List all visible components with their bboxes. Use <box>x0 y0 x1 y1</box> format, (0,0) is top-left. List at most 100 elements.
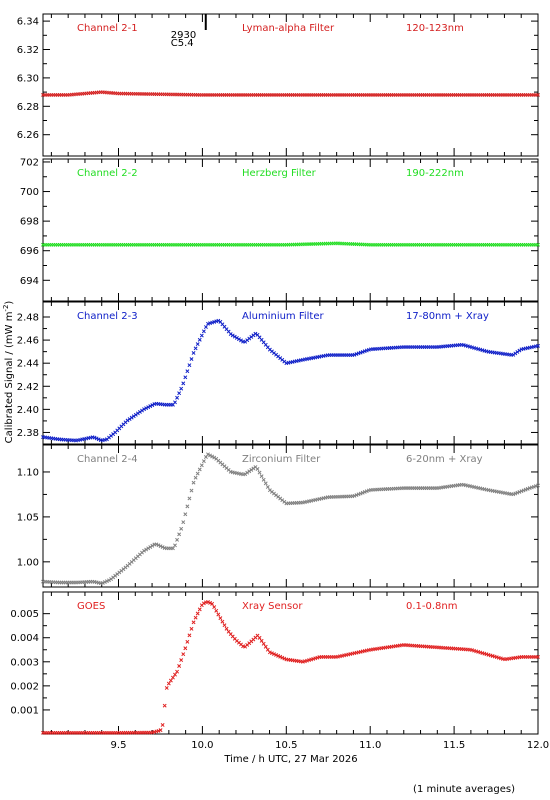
data-point <box>210 454 215 459</box>
y-tick-label: 696 <box>20 246 39 257</box>
data-point <box>536 242 540 247</box>
data-point <box>216 318 221 323</box>
data-point <box>199 333 204 338</box>
data-point <box>189 488 194 493</box>
data-point <box>257 635 262 640</box>
data-point <box>220 619 225 624</box>
panel-label-channel: Channel 2-1 <box>77 23 138 34</box>
data-point <box>517 348 522 353</box>
data-point <box>239 338 243 343</box>
data-point <box>230 333 235 338</box>
data-point <box>261 641 266 646</box>
data-point <box>179 526 184 531</box>
data-point <box>162 703 167 708</box>
data-point <box>100 580 105 585</box>
data-point <box>206 599 210 604</box>
data-point <box>146 405 151 410</box>
y-tick-label: 6.26 <box>17 130 39 141</box>
footnote: (1 minute averages) <box>413 784 515 795</box>
data-point <box>148 404 153 409</box>
data-point <box>234 335 239 340</box>
panel-label-filter: Xray Sensor <box>242 601 303 612</box>
data-point <box>164 686 169 690</box>
panel-5: 0.001 0.002 0.003 0.004 0.005 GOES Xray Sensor… <box>10 591 540 735</box>
y-axis-label-superscript: -2 <box>2 305 10 312</box>
y-tick-label: 0.002 <box>10 681 39 692</box>
data-point <box>179 386 184 391</box>
version-marker-label-1: 2930 <box>171 30 196 41</box>
data-point <box>179 658 184 663</box>
y-tick-label: 702 <box>20 157 39 168</box>
data-point <box>154 542 159 547</box>
data-point <box>193 475 198 480</box>
data-point <box>177 391 182 396</box>
version-marker: 2930 C5.4 <box>171 14 207 49</box>
y-tick-label: 6.30 <box>17 73 39 84</box>
y-axis-label-tail: ) <box>4 301 15 305</box>
data-point <box>274 653 279 657</box>
y-tick-label: 698 <box>20 217 39 228</box>
x-tick-label: 9.5 <box>111 740 127 751</box>
data-point <box>536 655 540 659</box>
data-point <box>278 654 283 659</box>
data-point <box>265 485 270 489</box>
data-point <box>166 681 171 686</box>
data-point <box>102 580 107 585</box>
data-point <box>195 471 200 476</box>
data-point <box>282 656 287 661</box>
y-axis-label: Calibrated Signal / (mW m-2) <box>2 301 15 444</box>
panel-label-channel: Channel 2-4 <box>77 454 138 465</box>
panel-frame <box>42 158 539 302</box>
data-point <box>140 408 144 413</box>
panel-label-channel: Channel 2-2 <box>77 168 138 179</box>
data-point <box>259 474 264 479</box>
data-point <box>257 470 262 475</box>
data-point <box>94 436 99 441</box>
panel-label-band: 17-80nm + Xray <box>406 311 489 322</box>
data-point <box>96 437 101 442</box>
panel-label-filter: Herzberg Filter <box>242 168 317 179</box>
data-point <box>212 455 217 460</box>
data-point <box>232 334 237 339</box>
data-point <box>197 607 202 612</box>
y-tick-label: 700 <box>20 187 39 198</box>
data-point <box>255 467 260 471</box>
panel-frame <box>42 591 539 735</box>
panel-label-band: 190-222nm <box>406 168 464 179</box>
data-point <box>253 331 258 336</box>
data-point <box>92 435 97 440</box>
data-point <box>142 548 147 553</box>
data-point <box>218 616 223 621</box>
panel-label-band: 6-20nm + Xray <box>406 454 483 465</box>
y-tick-label: 2.48 <box>17 313 39 324</box>
data-point <box>201 601 206 606</box>
data-point <box>173 400 177 405</box>
data-point <box>263 644 268 649</box>
data-point <box>181 381 186 386</box>
data-point <box>160 545 165 550</box>
data-point <box>536 92 540 97</box>
data-point <box>210 601 215 606</box>
data-point <box>175 537 180 542</box>
y-tick-label: 2.40 <box>17 405 39 416</box>
data-point <box>195 342 200 347</box>
data-point <box>201 459 206 464</box>
data-point <box>276 653 281 658</box>
data-point <box>269 651 274 656</box>
panel-frame <box>42 301 539 445</box>
data-point <box>193 615 198 620</box>
data-point <box>175 669 180 674</box>
x-tick-label: 10.0 <box>191 740 213 751</box>
y-tick-label: 1.05 <box>17 512 39 523</box>
data-point <box>156 543 161 548</box>
data-point <box>259 638 264 643</box>
panel-label-channel: Channel 2-3 <box>77 311 138 322</box>
panel-label-filter: Aluminium Filter <box>242 311 325 322</box>
panel-frame <box>42 13 539 157</box>
y-axis-label-main: Calibrated Signal / (mW m <box>4 312 15 444</box>
data-point <box>208 453 213 458</box>
data-point <box>195 611 200 616</box>
panel-frame <box>42 444 539 588</box>
data-point <box>177 664 182 668</box>
data-point <box>189 357 194 362</box>
